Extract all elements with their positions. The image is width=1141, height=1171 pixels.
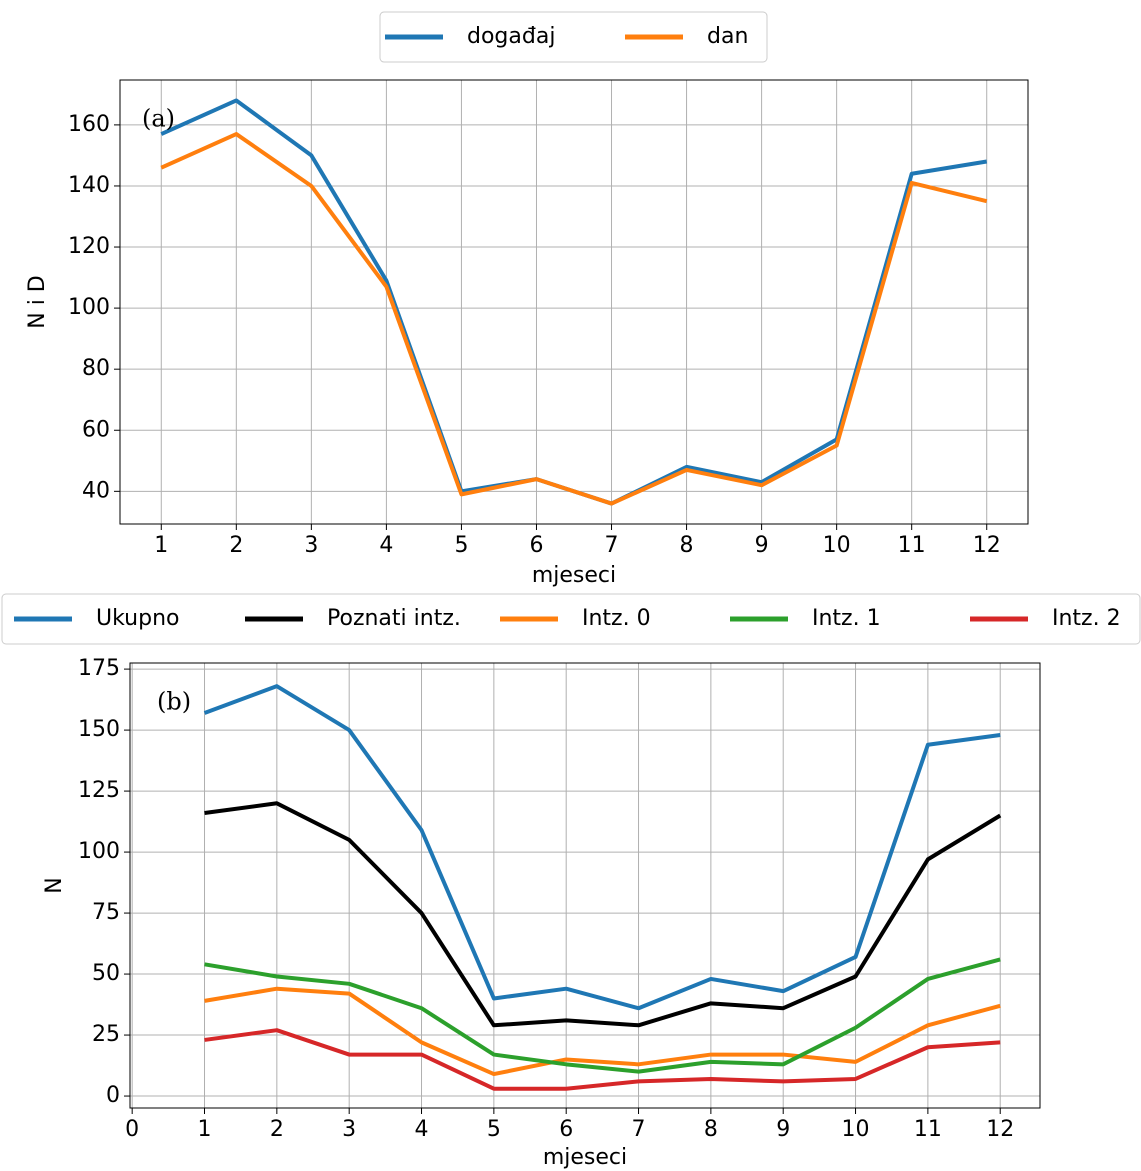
series-line	[203, 684, 1001, 1011]
x-tick-label: 2	[229, 533, 243, 558]
plot-frame	[119, 79, 1029, 525]
x-tick-label: 11	[898, 533, 926, 558]
x-tick-label: 11	[914, 1117, 942, 1142]
y-tick-label: 75	[92, 900, 120, 925]
x-tick-label: 6	[559, 1117, 573, 1142]
series-line	[204, 957, 1001, 1074]
y-tick-label: 40	[82, 478, 110, 503]
series-line	[204, 986, 1001, 1077]
x-tick-label: 5	[454, 533, 468, 558]
x-tick-label: 10	[823, 533, 851, 558]
y-tick-label: 50	[92, 961, 120, 986]
x-tick-label: 1	[154, 533, 168, 558]
x-tick-label: 12	[973, 533, 1001, 558]
legend-label: Intz. 2	[1052, 606, 1121, 631]
y-tick-label: 100	[68, 295, 110, 320]
x-tick-label: 2	[270, 1117, 284, 1142]
x-tick-label: 7	[605, 533, 619, 558]
legend-label: dan	[707, 24, 748, 49]
x-tick-label: 9	[755, 533, 769, 558]
y-tick-label: 25	[92, 1022, 120, 1047]
x-tick-label: 3	[304, 533, 318, 558]
legend-label: Intz. 1	[812, 606, 881, 631]
y-tick-label: 60	[82, 417, 110, 442]
y-tick-label: 0	[106, 1083, 120, 1108]
x-tick-label: 8	[704, 1117, 718, 1142]
x-tick-label: 3	[342, 1117, 356, 1142]
y-tick-label: 150	[78, 717, 120, 742]
x-axis-label: mjeseci	[543, 1145, 627, 1170]
y-tick-label: 80	[82, 356, 110, 381]
x-tick-label: 5	[487, 1117, 501, 1142]
series-line	[204, 801, 1002, 1028]
x-tick-label: 9	[776, 1117, 790, 1142]
annotation: (b)	[157, 688, 191, 716]
x-tick-label: 1	[198, 1117, 212, 1142]
legend-label: Intz. 0	[582, 606, 651, 631]
series-line	[160, 132, 988, 506]
x-tick-label: 7	[632, 1117, 646, 1142]
y-axis-label: N i D	[25, 275, 50, 329]
legend-frame	[379, 11, 768, 63]
x-tick-label: 0	[125, 1117, 139, 1142]
legend-label: događaj	[467, 24, 555, 49]
x-tick-label: 4	[379, 533, 393, 558]
legend-label: Ukupno	[96, 606, 179, 631]
y-tick-label: 120	[68, 234, 110, 259]
series-line	[160, 98, 988, 506]
series-line	[204, 1028, 1001, 1091]
legend-label: Poznati intz.	[327, 606, 461, 631]
x-axis-label: mjeseci	[532, 563, 616, 588]
y-tick-label: 175	[78, 656, 120, 681]
y-tick-label: 160	[68, 112, 110, 137]
x-tick-label: 10	[842, 1117, 870, 1142]
y-axis-label: N	[42, 877, 67, 893]
x-tick-label: 8	[680, 533, 694, 558]
annotation: (a)	[142, 105, 175, 133]
x-tick-label: 6	[529, 533, 543, 558]
legend-frame	[1, 593, 1141, 645]
y-tick-label: 125	[78, 778, 120, 803]
y-tick-label: 140	[68, 173, 110, 198]
plot-frame	[129, 662, 1041, 1109]
y-tick-label: 100	[78, 839, 120, 864]
x-tick-label: 4	[415, 1117, 429, 1142]
x-tick-label: 12	[986, 1117, 1014, 1142]
